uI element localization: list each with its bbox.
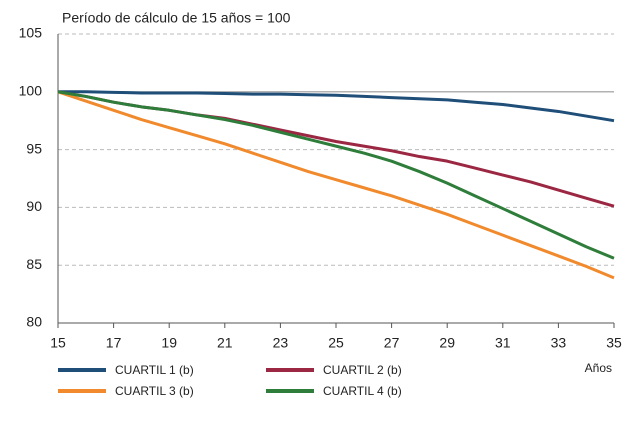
legend-label: CUARTIL 3 (b): [115, 384, 194, 398]
x-tick-label: 17: [106, 335, 122, 351]
x-tick-label: 35: [606, 335, 622, 351]
legend-label: CUARTIL 1 (b): [115, 363, 194, 377]
series-line: [57, 90, 615, 280]
x-tick-label: 31: [495, 335, 511, 351]
legend-label: CUARTIL 2 (b): [323, 363, 402, 377]
y-tick-label: 105: [19, 25, 43, 41]
legend-label: CUARTIL 4 (b): [323, 384, 402, 398]
x-tick-label: 33: [551, 335, 567, 351]
x-tick-label: 25: [328, 335, 344, 351]
x-tick-label: 21: [217, 335, 233, 351]
x-tick-label: 15: [50, 335, 66, 351]
x-axis-label: Años: [585, 361, 612, 375]
y-tick-label: 100: [19, 83, 43, 99]
x-tick-label: 19: [161, 335, 177, 351]
x-tick-label: 23: [273, 335, 289, 351]
series-line: [57, 90, 615, 260]
x-tick-label: 27: [384, 335, 400, 351]
y-tick-label: 95: [26, 140, 42, 156]
series-line: [58, 90, 615, 123]
y-tick-label: 80: [26, 314, 42, 330]
y-tick-label: 90: [26, 198, 42, 214]
chart-subtitle: Período de cálculo de 15 años = 100: [62, 10, 291, 26]
y-tick-label: 85: [26, 256, 42, 272]
x-tick-label: 29: [439, 335, 455, 351]
